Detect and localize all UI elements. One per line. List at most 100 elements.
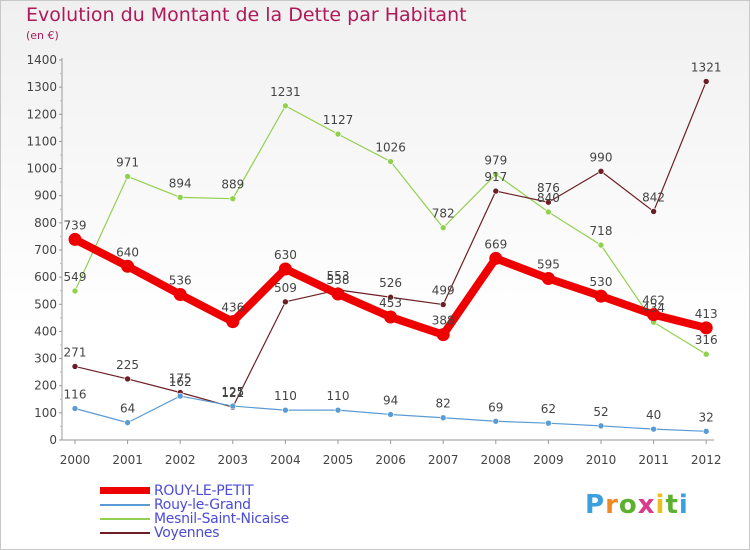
- data-label: 499: [432, 284, 455, 298]
- data-label: 840: [537, 191, 560, 205]
- x-tick-label: 2010: [586, 453, 617, 467]
- data-label: 225: [116, 358, 139, 372]
- x-tick-label: 2004: [270, 453, 301, 467]
- data-point: [647, 308, 661, 322]
- y-tick-label: 1000: [26, 162, 57, 176]
- legend-swatch-rouy-le-grand: [100, 504, 150, 506]
- data-point: [71, 363, 79, 370]
- data-point: [282, 298, 289, 306]
- y-tick-label: 300: [34, 352, 57, 366]
- data-label: 413: [695, 307, 718, 321]
- y-tick-label: 900: [34, 189, 57, 203]
- data-point: [594, 289, 608, 303]
- x-tick-label: 2007: [428, 453, 459, 467]
- x-tick-label: 2009: [533, 453, 564, 467]
- data-label: 271: [64, 345, 87, 359]
- data-label: 388: [432, 314, 455, 328]
- y-tick-label: 700: [34, 243, 57, 257]
- data-point: [331, 287, 345, 301]
- x-tick-label: 2008: [481, 453, 512, 467]
- logo-letter: i: [678, 490, 689, 520]
- y-tick-label: 1300: [26, 80, 57, 94]
- data-point: [176, 194, 184, 201]
- logo-letter: o: [618, 490, 638, 520]
- data-label: 979: [484, 153, 507, 167]
- data-label: 316: [695, 333, 718, 347]
- legend-label: Voyennes: [154, 525, 220, 541]
- data-label: 434: [642, 301, 665, 315]
- data-point: [229, 402, 237, 410]
- data-label: 125: [221, 385, 244, 399]
- chart-title: Evolution du Montant de la Dette par Hab…: [26, 4, 467, 26]
- data-point: [124, 419, 131, 426]
- data-label: 669: [484, 237, 507, 251]
- data-label: 82: [436, 397, 451, 411]
- data-label: 94: [383, 393, 398, 407]
- y-tick-label: 600: [34, 270, 57, 284]
- data-label: 739: [64, 218, 87, 232]
- data-point: [387, 293, 394, 301]
- legend-label: Rouy-le-Grand: [154, 497, 251, 513]
- data-label: 62: [541, 402, 556, 416]
- data-point: [282, 406, 289, 414]
- logo-letter: r: [605, 490, 619, 520]
- data-label: 530: [590, 275, 613, 289]
- data-point: [334, 406, 342, 414]
- data-label: 121: [221, 386, 244, 400]
- data-point: [541, 272, 555, 285]
- data-label: 917: [484, 170, 507, 184]
- data-point: [545, 198, 552, 206]
- data-label: 1321: [691, 60, 722, 74]
- data-label: 1231: [270, 85, 301, 99]
- data-label: 32: [699, 410, 714, 424]
- data-point: [489, 251, 503, 265]
- data-label: 52: [593, 405, 608, 419]
- data-point: [439, 224, 447, 232]
- data-point: [492, 187, 500, 195]
- data-point: [387, 158, 394, 165]
- data-label: 110: [327, 389, 350, 403]
- data-point: [436, 328, 450, 342]
- series-line-3: [74, 81, 707, 408]
- data-point: [124, 173, 131, 180]
- y-tick-label: 100: [34, 406, 57, 420]
- data-point: [439, 301, 447, 308]
- data-label: 462: [642, 294, 665, 308]
- legend-swatch-voyennes: [100, 532, 150, 534]
- data-label: 453: [379, 296, 402, 310]
- data-label: 782: [432, 207, 455, 221]
- data-label: 1026: [375, 141, 406, 155]
- legend-swatch-rouy-le-petit: [100, 487, 150, 494]
- logo-letter: P: [585, 490, 606, 520]
- y-tick-label: 1400: [26, 53, 57, 67]
- x-tick-label: 2005: [323, 453, 354, 467]
- data-label: 842: [642, 190, 665, 204]
- data-point: [384, 310, 398, 324]
- data-point: [702, 350, 710, 358]
- y-tick-label: 1200: [26, 107, 57, 121]
- data-label: 595: [537, 258, 560, 272]
- data-label: 640: [116, 245, 139, 259]
- chart-subtitle: (en €): [26, 29, 59, 42]
- data-point: [699, 321, 713, 335]
- data-label: 436: [221, 301, 244, 315]
- data-label: 116: [64, 388, 87, 402]
- proxiti-logo: Proxiti: [585, 490, 689, 520]
- data-point: [121, 259, 135, 273]
- data-point: [702, 428, 710, 435]
- data-point: [173, 288, 187, 302]
- data-point: [71, 405, 79, 412]
- data-label: 630: [274, 248, 297, 262]
- logo-letter: i: [655, 490, 666, 520]
- data-label: 549: [64, 270, 87, 284]
- data-point: [282, 102, 289, 110]
- logo-letter: t: [665, 490, 679, 520]
- y-tick-label: 500: [34, 297, 57, 311]
- data-point: [68, 232, 82, 246]
- legend-label: Mesnil-Saint-Nicaise: [154, 511, 289, 527]
- data-point: [387, 411, 394, 418]
- x-tick-label: 2012: [691, 453, 722, 467]
- data-point: [334, 130, 342, 138]
- data-label: 536: [169, 274, 192, 288]
